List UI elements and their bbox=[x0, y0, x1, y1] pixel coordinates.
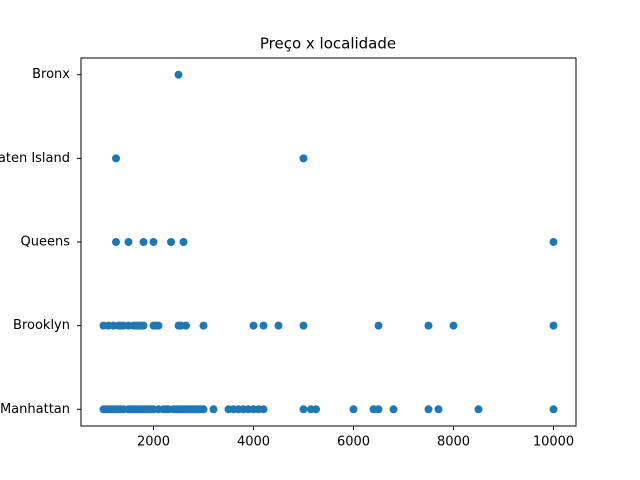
point bbox=[139, 238, 148, 246]
x-tick-label: 10000 bbox=[533, 435, 574, 450]
point bbox=[299, 154, 308, 163]
x-tick-label: 8000 bbox=[437, 435, 470, 450]
point bbox=[549, 238, 558, 246]
point bbox=[389, 405, 398, 414]
x-tick-label: 2000 bbox=[137, 435, 170, 450]
point bbox=[139, 321, 148, 330]
chart-title: Preço x localidade bbox=[260, 35, 396, 53]
y-tick-label: Brooklyn bbox=[13, 318, 70, 333]
point bbox=[112, 154, 120, 163]
point bbox=[374, 321, 383, 330]
y-tick-label: Bronx bbox=[32, 67, 70, 82]
point bbox=[434, 405, 443, 414]
point bbox=[167, 238, 175, 246]
y-tick-label: Manhattan bbox=[0, 402, 70, 417]
point bbox=[199, 321, 208, 330]
point bbox=[312, 405, 320, 414]
point bbox=[154, 321, 163, 330]
point bbox=[374, 405, 383, 414]
point bbox=[349, 405, 358, 414]
point bbox=[199, 405, 208, 414]
x-tick-label: 4000 bbox=[237, 435, 270, 450]
point bbox=[424, 405, 433, 414]
point bbox=[112, 238, 120, 246]
point bbox=[179, 238, 188, 246]
point bbox=[209, 405, 218, 414]
point bbox=[449, 321, 458, 330]
point bbox=[274, 321, 283, 330]
point bbox=[174, 70, 183, 79]
point bbox=[299, 405, 308, 414]
point bbox=[474, 405, 483, 414]
point bbox=[549, 405, 558, 414]
x-tick-label: 6000 bbox=[337, 435, 370, 450]
y-tick-label: Staten Island bbox=[0, 151, 70, 166]
point bbox=[182, 321, 190, 330]
point bbox=[259, 405, 268, 414]
point bbox=[124, 238, 133, 246]
point bbox=[149, 238, 158, 246]
point bbox=[424, 321, 433, 330]
point bbox=[549, 321, 558, 330]
point bbox=[259, 321, 268, 330]
y-tick-label: Queens bbox=[21, 235, 71, 250]
point bbox=[299, 321, 308, 330]
point bbox=[249, 321, 258, 330]
